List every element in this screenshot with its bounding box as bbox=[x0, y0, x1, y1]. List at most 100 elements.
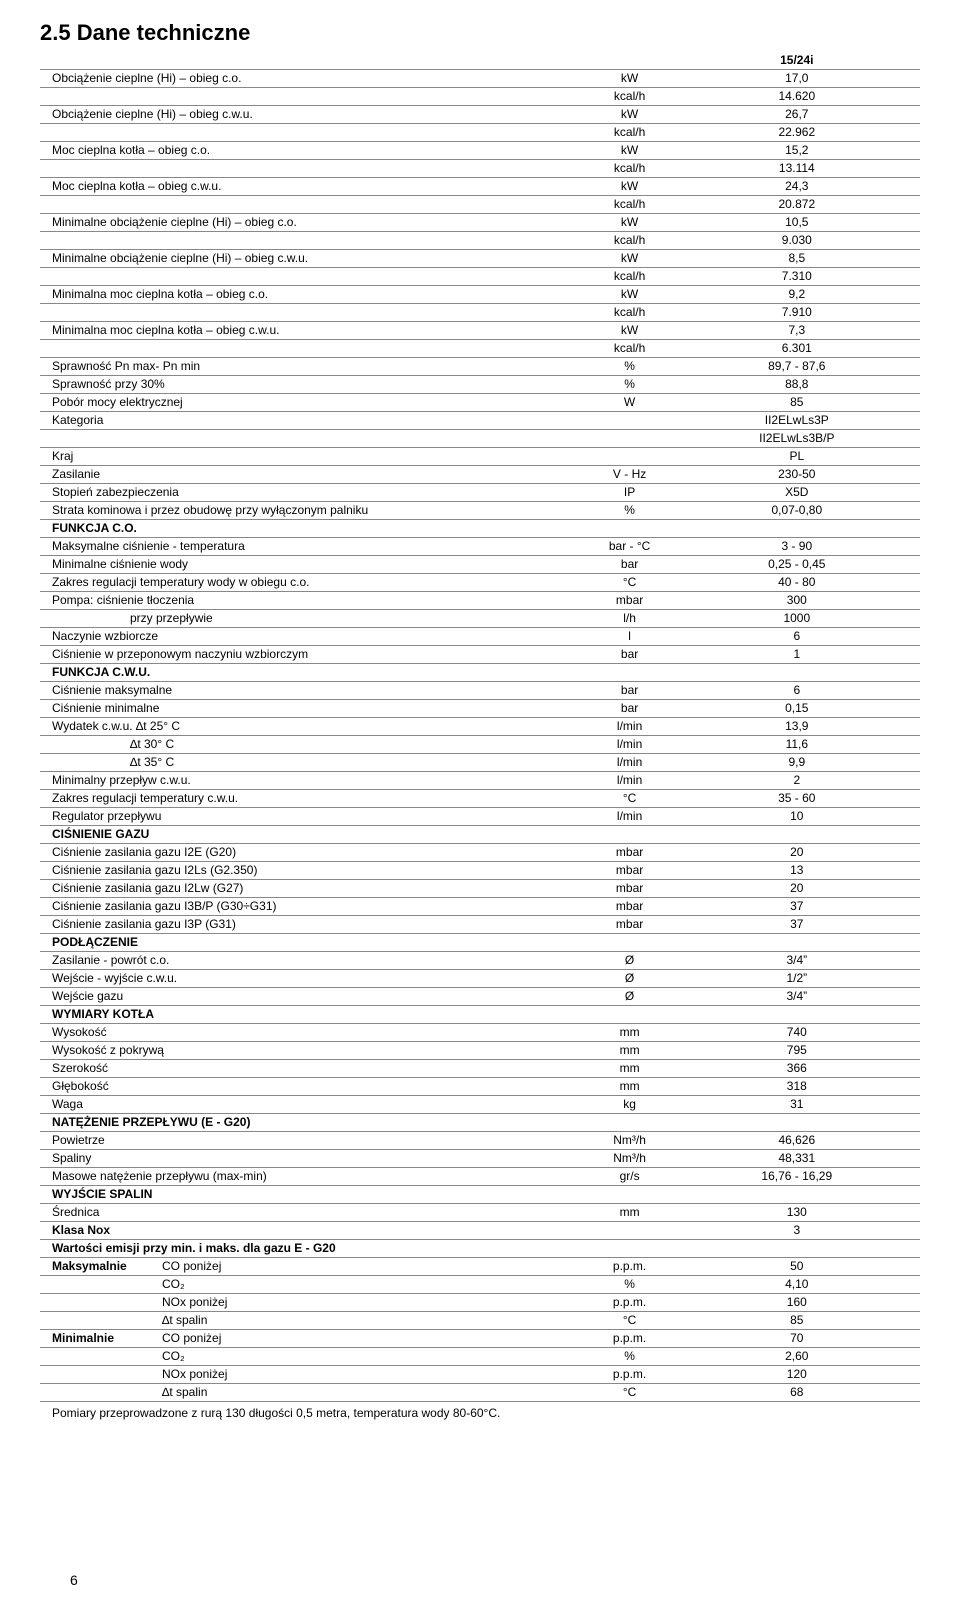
row-value: 230-50 bbox=[674, 466, 920, 484]
table-row: NOx poniżejp.p.m.120 bbox=[40, 1366, 920, 1384]
table-row: Minimalne ciśnienie wodybar0,25 - 0,45 bbox=[40, 556, 920, 574]
row-value bbox=[674, 934, 920, 952]
table-row: Ciśnienie zasilania gazu I3B/P (G30÷G31)… bbox=[40, 898, 920, 916]
row-unit: l/min bbox=[586, 808, 674, 826]
row-value bbox=[674, 1240, 920, 1258]
row-label: Klasa Nox bbox=[40, 1222, 586, 1240]
row-label bbox=[40, 340, 586, 358]
row-label: Ciśnienie zasilania gazu I2Lw (G27) bbox=[40, 880, 586, 898]
row-value: 120 bbox=[674, 1366, 920, 1384]
row-label: ∆t spalin bbox=[40, 1384, 586, 1402]
row-label: NOx poniżej bbox=[40, 1366, 586, 1384]
row-value: 40 - 80 bbox=[674, 574, 920, 592]
row-value: 160 bbox=[674, 1294, 920, 1312]
row-unit: Ø bbox=[586, 988, 674, 1006]
row-label-main: Minimalnie bbox=[52, 1331, 162, 1346]
row-label: Minimalne obciążenie cieplne (Hi) – obie… bbox=[40, 250, 586, 268]
row-label-sub: CO₂ bbox=[162, 1277, 185, 1291]
row-label: Zasilanie bbox=[40, 466, 586, 484]
row-value: II2ELwLs3P bbox=[674, 412, 920, 430]
table-row: Ciśnienie zasilania gazu I2Lw (G27)mbar2… bbox=[40, 880, 920, 898]
table-row: Głębokośćmm318 bbox=[40, 1078, 920, 1096]
table-row: ∆t spalin°C85 bbox=[40, 1312, 920, 1330]
table-row: Ciśnienie zasilania gazu I3P (G31)mbar37 bbox=[40, 916, 920, 934]
row-unit: kW bbox=[586, 250, 674, 268]
row-label-sub: NOx poniżej bbox=[162, 1295, 227, 1309]
row-label bbox=[40, 88, 586, 106]
row-unit: kcal/h bbox=[586, 232, 674, 250]
table-row: Minimalny przepływ c.w.u.l/min2 bbox=[40, 772, 920, 790]
table-row: Maksymalne ciśnienie - temperaturabar - … bbox=[40, 538, 920, 556]
table-row: Wydatek c.w.u. ∆t 25° Cl/min13,9 bbox=[40, 718, 920, 736]
row-value: 9,2 bbox=[674, 286, 920, 304]
table-row: Szerokośćmm366 bbox=[40, 1060, 920, 1078]
row-label: ∆t spalin bbox=[40, 1312, 586, 1330]
row-label: Wysokość z pokrywą bbox=[40, 1042, 586, 1060]
row-label-sub: CO poniżej bbox=[162, 1331, 221, 1345]
row-label bbox=[40, 160, 586, 178]
row-label-sub: CO₂ bbox=[162, 1349, 185, 1363]
row-unit: mbar bbox=[586, 898, 674, 916]
table-row: Minimalne obciążenie cieplne (Hi) – obie… bbox=[40, 214, 920, 232]
row-unit: Nm³/h bbox=[586, 1150, 674, 1168]
table-row: Minimalna moc cieplna kotła – obieg c.o.… bbox=[40, 286, 920, 304]
row-unit: kcal/h bbox=[586, 304, 674, 322]
row-unit: kg bbox=[586, 1096, 674, 1114]
row-value: 1000 bbox=[674, 610, 920, 628]
row-label: Ciśnienie maksymalne bbox=[40, 682, 586, 700]
table-row: kcal/h20.872 bbox=[40, 196, 920, 214]
row-value: 1 bbox=[674, 646, 920, 664]
row-value: 10 bbox=[674, 808, 920, 826]
row-unit: mm bbox=[586, 1204, 674, 1222]
row-label bbox=[40, 304, 586, 322]
row-unit: kW bbox=[586, 286, 674, 304]
row-unit: p.p.m. bbox=[586, 1366, 674, 1384]
row-label: WYJŚCIE SPALIN bbox=[40, 1186, 586, 1204]
row-value: 15,2 bbox=[674, 142, 920, 160]
table-row: Stopień zabezpieczeniaIPX5D bbox=[40, 484, 920, 502]
row-unit: bar bbox=[586, 646, 674, 664]
model-header-row: 15/24i bbox=[40, 52, 920, 70]
row-label: Pobór mocy elektrycznej bbox=[40, 394, 586, 412]
row-value: 795 bbox=[674, 1042, 920, 1060]
table-row: MaksymalnieCO poniżejp.p.m.50 bbox=[40, 1258, 920, 1276]
row-unit: °C bbox=[586, 790, 674, 808]
row-value: 300 bbox=[674, 592, 920, 610]
row-value: 13,9 bbox=[674, 718, 920, 736]
row-label: Naczynie wzbiorcze bbox=[40, 628, 586, 646]
row-unit: kW bbox=[586, 142, 674, 160]
table-row: MinimalnieCO poniżejp.p.m.70 bbox=[40, 1330, 920, 1348]
table-row: kcal/h22.962 bbox=[40, 124, 920, 142]
row-value: 8,5 bbox=[674, 250, 920, 268]
row-value: 35 - 60 bbox=[674, 790, 920, 808]
row-value bbox=[674, 520, 920, 538]
table-row: kcal/h14.620 bbox=[40, 88, 920, 106]
row-value: 16,76 - 16,29 bbox=[674, 1168, 920, 1186]
row-value: 48,331 bbox=[674, 1150, 920, 1168]
row-unit: kW bbox=[586, 178, 674, 196]
row-unit: mbar bbox=[586, 592, 674, 610]
row-value: 20 bbox=[674, 844, 920, 862]
row-unit: bar bbox=[586, 682, 674, 700]
row-value: 24,3 bbox=[674, 178, 920, 196]
row-unit: kW bbox=[586, 214, 674, 232]
row-value: 85 bbox=[674, 394, 920, 412]
table-row: CO₂%4,10 bbox=[40, 1276, 920, 1294]
row-label: Minimalne obciążenie cieplne (Hi) – obie… bbox=[40, 214, 586, 232]
row-label bbox=[40, 430, 586, 448]
row-unit: kcal/h bbox=[586, 88, 674, 106]
table-row: KrajPL bbox=[40, 448, 920, 466]
row-value: 14.620 bbox=[674, 88, 920, 106]
row-unit: °C bbox=[586, 1384, 674, 1402]
table-row: Minimalne obciążenie cieplne (Hi) – obie… bbox=[40, 250, 920, 268]
row-unit: bar bbox=[586, 700, 674, 718]
section-number: 2.5 bbox=[40, 20, 71, 45]
row-unit bbox=[586, 664, 674, 682]
table-row: Wejście - wyjście c.w.u.Ø1/2” bbox=[40, 970, 920, 988]
table-row: Średnicamm130 bbox=[40, 1204, 920, 1222]
table-row: CO₂%2,60 bbox=[40, 1348, 920, 1366]
row-label: Zakres regulacji temperatury wody w obie… bbox=[40, 574, 586, 592]
row-unit: W bbox=[586, 394, 674, 412]
table-row: ∆t 30° Cl/min11,6 bbox=[40, 736, 920, 754]
row-value: 22.962 bbox=[674, 124, 920, 142]
